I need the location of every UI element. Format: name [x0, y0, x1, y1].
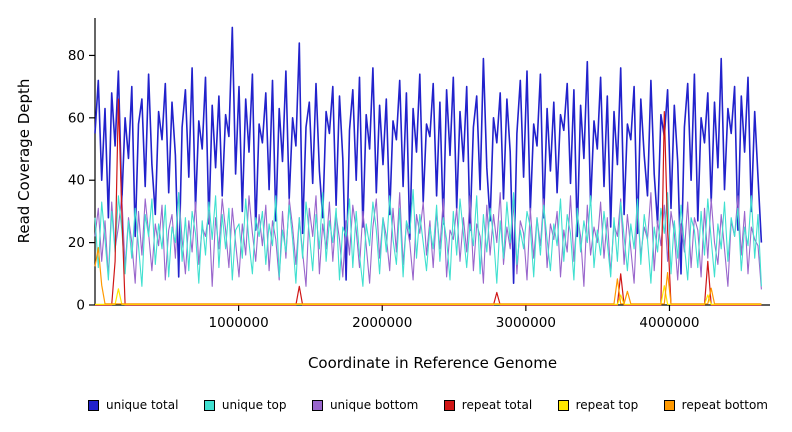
svg-text:4000000: 4000000: [639, 315, 699, 331]
svg-text:3000000: 3000000: [496, 315, 556, 331]
repeat-total-swatch-icon: [443, 399, 455, 411]
unique-total-swatch-icon: [88, 399, 99, 411]
svg-text:40: 40: [68, 173, 85, 189]
legend-label: unique bottom: [329, 398, 419, 412]
coverage-plot: 1000000 2000000 3000000 4000000 0 20 40 60 80: [68, 18, 770, 331]
unique-top-swatch-icon: [203, 399, 215, 411]
legend-label: repeat total: [461, 398, 533, 412]
svg-text:2000000: 2000000: [352, 315, 412, 331]
svg-text:1000000: 1000000: [209, 315, 269, 331]
svg-text:20: 20: [68, 235, 85, 251]
svg-text:60: 60: [68, 110, 85, 126]
legend-item-repeat-top: repeat top: [557, 398, 639, 412]
legend-item-unique-top: unique top: [203, 398, 287, 412]
legend-label: unique total: [106, 398, 179, 412]
repeat-bottom-swatch-icon: [663, 399, 675, 411]
legend: unique total unique top unique bottom re…: [88, 398, 768, 412]
legend-item-unique-total: unique total: [88, 398, 178, 412]
legend-item-unique-bottom: unique bottom: [311, 398, 419, 412]
legend-item-repeat-bottom: repeat bottom: [663, 398, 768, 412]
legend-label: repeat bottom: [681, 398, 768, 412]
legend-label: unique top: [221, 398, 287, 412]
x-axis-label: Coordinate in Reference Genome: [307, 354, 558, 372]
unique-bottom-swatch-icon: [311, 399, 323, 411]
legend-label: repeat top: [575, 398, 639, 412]
svg-text:80: 80: [68, 48, 85, 64]
repeat-top-swatch-icon: [557, 399, 569, 411]
legend-item-repeat-total: repeat total: [443, 398, 533, 412]
svg-text:0: 0: [76, 298, 85, 314]
